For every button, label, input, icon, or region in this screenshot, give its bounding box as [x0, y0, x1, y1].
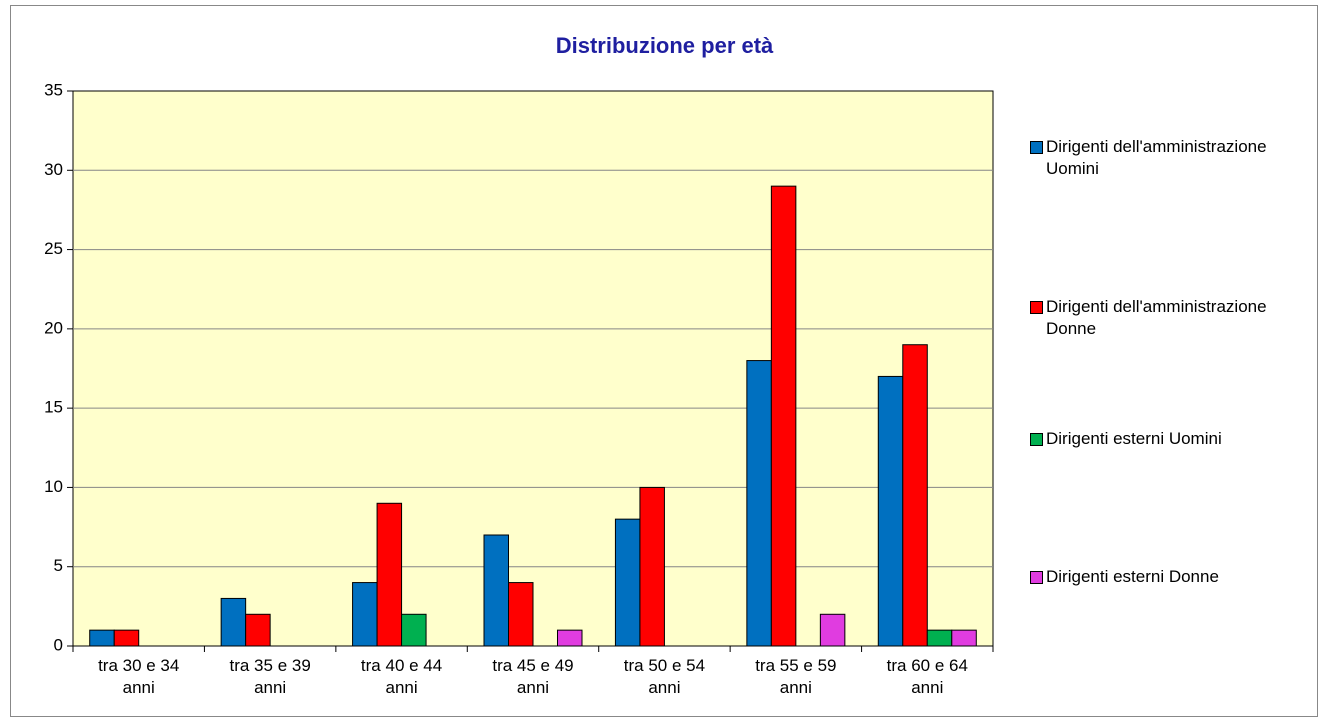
bar [902, 344, 928, 647]
bar [113, 629, 140, 647]
x-tick-label: tra 40 e 44 anni [360, 656, 443, 697]
bar [557, 629, 583, 647]
x-tick-label: tra 45 e 49 anni [492, 656, 574, 697]
bar [483, 534, 509, 647]
y-tick-label: 35 [44, 80, 63, 99]
x-tick-label: tra 30 e 34 anni [98, 656, 180, 697]
bar [614, 518, 641, 647]
legend-label: Dirigenti esterni Uomini [1046, 429, 1222, 448]
legend-label: Dirigenti dell'amministrazione Donne [1046, 297, 1267, 338]
bar [770, 185, 797, 647]
bar [819, 613, 846, 647]
legend-entry: Dirigenti esterni Donne [1030, 566, 1280, 588]
bar [401, 613, 427, 647]
legend-swatch [1030, 571, 1043, 584]
bar [220, 597, 247, 647]
y-tick-label: 10 [44, 477, 63, 496]
legend-entry: Dirigenti esterni Uomini [1030, 428, 1280, 450]
bar [746, 360, 772, 647]
legend-swatch [1030, 433, 1043, 446]
bar [877, 375, 904, 647]
chart-title: Distribuzione per età [555, 33, 774, 58]
legend-swatch [1030, 301, 1043, 314]
bar [245, 613, 271, 647]
bar [352, 582, 378, 647]
y-tick-label: 5 [54, 556, 63, 575]
plot-area [72, 90, 994, 647]
legend-label: Dirigenti dell'amministrazione Uomini [1046, 137, 1267, 178]
y-tick-label: 25 [44, 239, 63, 258]
bar [508, 582, 534, 647]
y-tick-label: 0 [54, 635, 63, 654]
x-tick-label: tra 50 e 54 anni [623, 656, 706, 697]
x-tick-label: tra 35 e 39 anni [229, 656, 311, 697]
y-tick-label: 20 [44, 318, 63, 337]
bar [926, 629, 953, 647]
bar [376, 502, 403, 647]
legend-label: Dirigenti esterni Donne [1046, 567, 1219, 586]
legend-entry: Dirigenti dell'amministrazione Uomini [1030, 136, 1280, 180]
legend-swatch [1030, 141, 1043, 154]
legend-entry: Dirigenti dell'amministrazione Donne [1030, 296, 1280, 340]
bar [89, 629, 115, 647]
x-tick-label: tra 60 e 64 anni [886, 656, 968, 697]
x-tick-label: tra 55 e 59 anni [755, 656, 837, 697]
bar [639, 486, 665, 647]
y-tick-label: 30 [44, 160, 63, 179]
y-tick-label: 15 [44, 398, 63, 417]
bar [951, 629, 977, 647]
chart-frame [10, 5, 1318, 717]
